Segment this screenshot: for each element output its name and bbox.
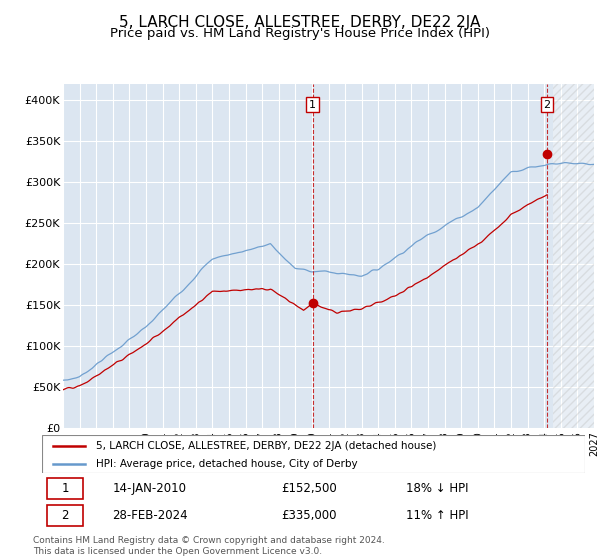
Text: HPI: Average price, detached house, City of Derby: HPI: Average price, detached house, City… <box>97 459 358 469</box>
Text: This data is licensed under the Open Government Licence v3.0.: This data is licensed under the Open Gov… <box>33 547 322 556</box>
Text: Contains HM Land Registry data © Crown copyright and database right 2024.: Contains HM Land Registry data © Crown c… <box>33 536 385 545</box>
Bar <box>47 478 83 499</box>
Text: 1: 1 <box>309 100 316 110</box>
Text: £335,000: £335,000 <box>281 509 337 522</box>
Text: £152,500: £152,500 <box>281 482 337 495</box>
Text: 1: 1 <box>62 482 69 495</box>
Text: 5, LARCH CLOSE, ALLESTREE, DERBY, DE22 2JA (detached house): 5, LARCH CLOSE, ALLESTREE, DERBY, DE22 2… <box>97 441 437 451</box>
Text: 11% ↑ HPI: 11% ↑ HPI <box>406 509 469 522</box>
Text: 2: 2 <box>544 100 551 110</box>
Bar <box>47 505 83 526</box>
Text: 14-JAN-2010: 14-JAN-2010 <box>113 482 187 495</box>
Text: 2: 2 <box>62 509 69 522</box>
Text: Price paid vs. HM Land Registry's House Price Index (HPI): Price paid vs. HM Land Registry's House … <box>110 27 490 40</box>
Text: 28-FEB-2024: 28-FEB-2024 <box>113 509 188 522</box>
Text: 5, LARCH CLOSE, ALLESTREE, DERBY, DE22 2JA: 5, LARCH CLOSE, ALLESTREE, DERBY, DE22 2… <box>119 15 481 30</box>
Bar <box>553 84 594 428</box>
Text: 18% ↓ HPI: 18% ↓ HPI <box>406 482 469 495</box>
